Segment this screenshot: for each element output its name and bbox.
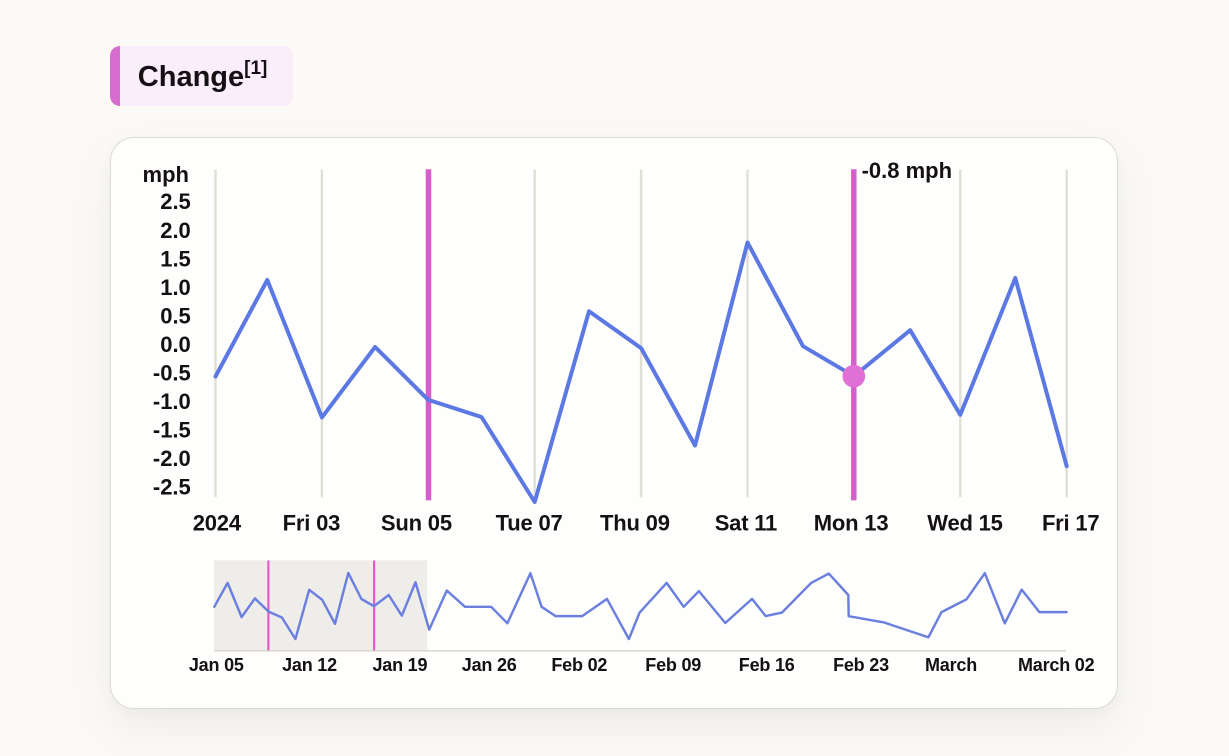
svg-text:-1.0: -1.0 [153, 389, 191, 414]
svg-text:Feb 16: Feb 16 [739, 655, 795, 675]
svg-text:-2.0: -2.0 [153, 446, 191, 471]
svg-text:0.0: 0.0 [160, 332, 191, 357]
svg-text:2.5: 2.5 [160, 189, 191, 214]
svg-text:Feb 23: Feb 23 [833, 655, 889, 675]
svg-text:Jan 12: Jan 12 [282, 655, 337, 675]
svg-text:Fri 03: Fri 03 [283, 510, 341, 535]
svg-text:Fri 17: Fri 17 [1042, 510, 1100, 535]
svg-text:Mon 13: Mon 13 [814, 510, 889, 535]
svg-text:Sat 11: Sat 11 [715, 510, 777, 535]
svg-text:March 02: March 02 [1018, 655, 1095, 675]
svg-text:0.5: 0.5 [160, 303, 191, 328]
svg-text:Jan 05: Jan 05 [189, 655, 244, 675]
svg-text:-2.5: -2.5 [153, 475, 191, 500]
svg-text:1.5: 1.5 [160, 246, 191, 271]
svg-text:1.0: 1.0 [160, 275, 191, 300]
svg-text:Jan 26: Jan 26 [462, 655, 517, 675]
svg-text:Feb 09: Feb 09 [645, 655, 701, 675]
svg-text:Sun 05: Sun 05 [381, 510, 452, 535]
svg-text:Feb 02: Feb 02 [551, 655, 607, 675]
svg-text:-0.5: -0.5 [153, 361, 191, 386]
svg-text:Wed 15: Wed 15 [927, 510, 1002, 535]
svg-text:Tue 07: Tue 07 [496, 510, 563, 535]
svg-text:March: March [925, 655, 977, 675]
svg-text:-0.8 mph: -0.8 mph [862, 158, 952, 183]
svg-text:2.0: 2.0 [160, 218, 191, 243]
svg-text:Thu 09: Thu 09 [600, 510, 670, 535]
svg-text:Jan 19: Jan 19 [372, 655, 427, 675]
svg-text:2024: 2024 [193, 510, 242, 535]
svg-text:mph: mph [143, 162, 189, 187]
svg-text:-1.5: -1.5 [153, 418, 191, 443]
